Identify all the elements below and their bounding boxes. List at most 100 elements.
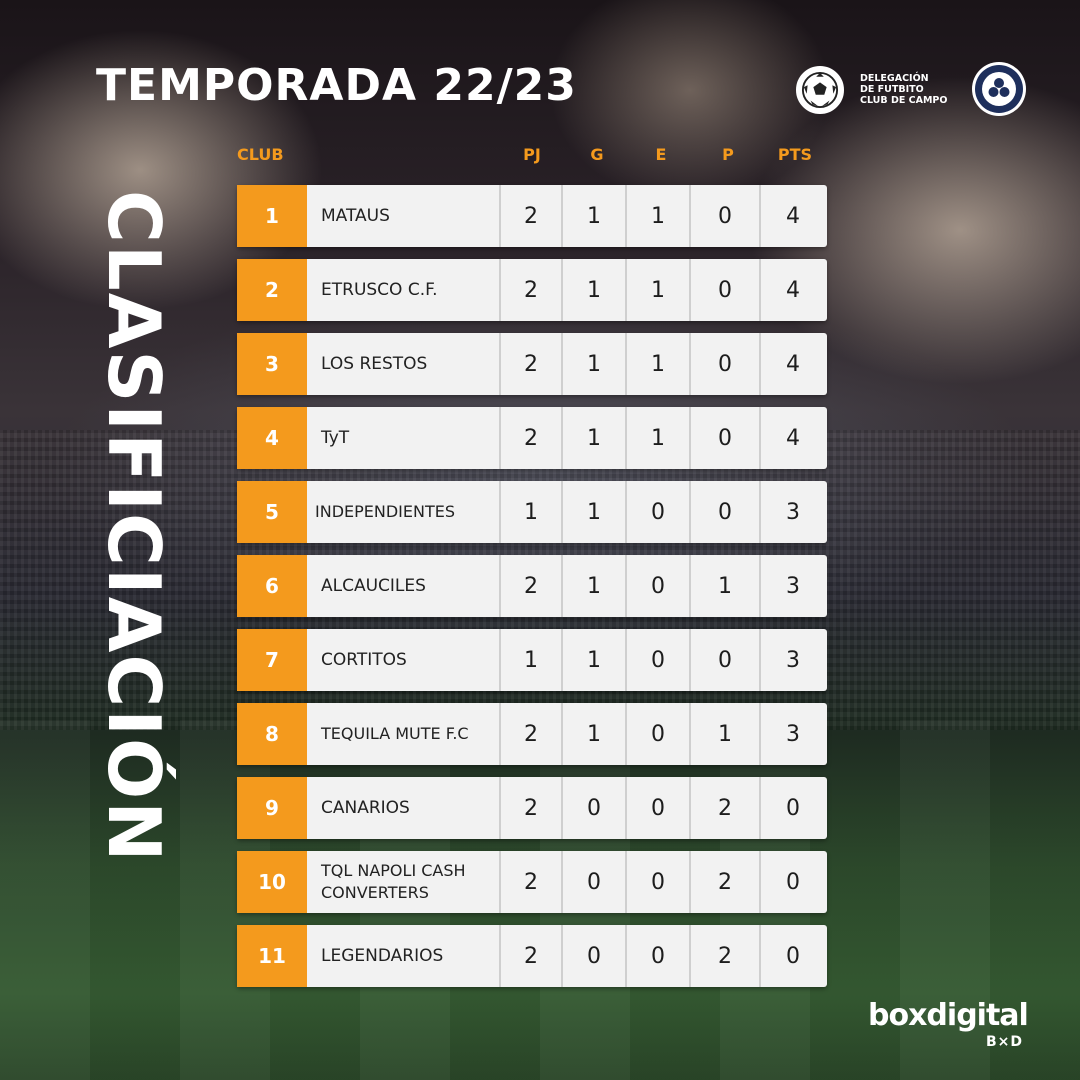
row-club-name: ALCAUCILES xyxy=(307,555,501,617)
row-p: 0 xyxy=(691,333,761,395)
row-g: 1 xyxy=(563,259,627,321)
row-pts: 3 xyxy=(786,647,800,673)
table-row: 9 CANARIOS 2 0 0 2 0 xyxy=(237,777,827,839)
logo-line-1: DELEGACIÓN xyxy=(860,73,929,84)
row-e: 0 xyxy=(627,555,691,617)
row-g: 1 xyxy=(563,629,627,691)
row-pj: 2 xyxy=(501,777,563,839)
row-pj: 2 xyxy=(501,407,563,469)
row-position: 1 xyxy=(237,185,307,247)
row-p: 0 xyxy=(691,481,761,543)
delegation-logo-text: DELEGACIÓN DE FUTBITO CLUB DE CAMPO xyxy=(860,73,970,106)
row-position: 6 xyxy=(237,555,307,617)
row-e: 0 xyxy=(627,629,691,691)
row-pj: 1 xyxy=(501,629,563,691)
row-club-name: MATAUS xyxy=(307,185,501,247)
table-row: 5 INDEPENDIENTES 1 1 0 0 3 xyxy=(237,481,827,543)
row-club-name: ETRUSCO C.F. xyxy=(307,259,501,321)
brand-logo: boxdigital xyxy=(868,998,1029,1033)
vertical-title-text: CLASIFICIACIÓN xyxy=(92,190,176,864)
row-e: 0 xyxy=(627,481,691,543)
row-g: 1 xyxy=(563,481,627,543)
table-row: 4 TyT 2 1 1 0 4 xyxy=(237,407,827,469)
row-position: 4 xyxy=(237,407,307,469)
row-pts: 4 xyxy=(786,425,800,451)
club-crest-icon xyxy=(972,62,1026,116)
row-position: 9 xyxy=(237,777,307,839)
row-g: 0 xyxy=(563,925,627,987)
row-club-name: TEQUILA MUTE F.C xyxy=(307,703,501,765)
row-club-name: TQL NAPOLI CASH CONVERTERS xyxy=(307,851,501,913)
row-position: 5 xyxy=(237,481,307,543)
header-g: G xyxy=(590,145,604,164)
header-pj: PJ xyxy=(523,145,541,164)
table-row: 3 LOS RESTOS 2 1 1 0 4 xyxy=(237,333,827,395)
row-e: 1 xyxy=(627,407,691,469)
row-pj: 2 xyxy=(501,555,563,617)
header-pts: PTS xyxy=(777,145,813,164)
row-g: 0 xyxy=(563,851,627,913)
row-g: 0 xyxy=(563,777,627,839)
header-club: CLUB xyxy=(237,145,284,164)
row-position: 8 xyxy=(237,703,307,765)
row-pts: 0 xyxy=(786,869,800,895)
row-pts: 4 xyxy=(786,351,800,377)
row-pts: 4 xyxy=(786,277,800,303)
row-p: 0 xyxy=(691,629,761,691)
row-e: 1 xyxy=(627,185,691,247)
row-p: 1 xyxy=(691,555,761,617)
row-club-name: LEGENDARIOS xyxy=(307,925,501,987)
soccer-ball-icon xyxy=(796,66,844,114)
row-pts: 3 xyxy=(786,573,800,599)
row-p: 0 xyxy=(691,185,761,247)
table-row: 7 CORTITOS 1 1 0 0 3 xyxy=(237,629,827,691)
table-header: CLUB PJ G E P PTS xyxy=(0,145,1080,171)
row-pj: 2 xyxy=(501,925,563,987)
row-p: 1 xyxy=(691,703,761,765)
row-e: 0 xyxy=(627,703,691,765)
row-club-name: CANARIOS xyxy=(307,777,501,839)
row-position: 7 xyxy=(237,629,307,691)
row-p: 2 xyxy=(691,925,761,987)
brand-mark-icon: B×D xyxy=(986,1034,1024,1050)
row-position: 11 xyxy=(237,925,307,987)
row-pj: 2 xyxy=(501,703,563,765)
header-e: E xyxy=(655,145,667,164)
table-row: 1 MATAUS 2 1 1 0 4 xyxy=(237,185,827,247)
row-position: 10 xyxy=(237,851,307,913)
row-g: 1 xyxy=(563,185,627,247)
row-p: 2 xyxy=(691,777,761,839)
row-e: 0 xyxy=(627,925,691,987)
row-e: 0 xyxy=(627,851,691,913)
table-row: 6 ALCAUCILES 2 1 0 1 3 xyxy=(237,555,827,617)
logo-line-2: DE FUTBITO xyxy=(860,84,924,95)
row-g: 1 xyxy=(563,555,627,617)
table-row: 8 TEQUILA MUTE F.C 2 1 0 1 3 xyxy=(237,703,827,765)
row-club-name: TyT xyxy=(307,407,501,469)
row-pts: 3 xyxy=(786,499,800,525)
row-p: 0 xyxy=(691,407,761,469)
vertical-standings-title: CLASIFICIACIÓN xyxy=(92,190,176,864)
row-pts: 3 xyxy=(786,721,800,747)
row-g: 1 xyxy=(563,333,627,395)
logo-line-3: CLUB DE CAMPO xyxy=(860,95,948,106)
row-club-name: LOS RESTOS xyxy=(307,333,501,395)
row-e: 0 xyxy=(627,777,691,839)
row-pts: 4 xyxy=(786,203,800,229)
season-title: TEMPORADA 22/23 xyxy=(96,60,577,111)
row-p: 0 xyxy=(691,259,761,321)
table-row: 10 TQL NAPOLI CASH CONVERTERS 2 0 0 2 0 xyxy=(237,851,827,913)
row-pj: 2 xyxy=(501,851,563,913)
row-p: 2 xyxy=(691,851,761,913)
header-p: P xyxy=(722,145,734,164)
row-pj: 2 xyxy=(501,333,563,395)
row-position: 3 xyxy=(237,333,307,395)
row-pj: 2 xyxy=(501,185,563,247)
row-pts: 0 xyxy=(786,795,800,821)
row-e: 1 xyxy=(627,259,691,321)
row-g: 1 xyxy=(563,407,627,469)
row-pj: 1 xyxy=(501,481,563,543)
row-club-name: INDEPENDIENTES xyxy=(307,481,501,543)
row-e: 1 xyxy=(627,333,691,395)
row-pts: 0 xyxy=(786,943,800,969)
